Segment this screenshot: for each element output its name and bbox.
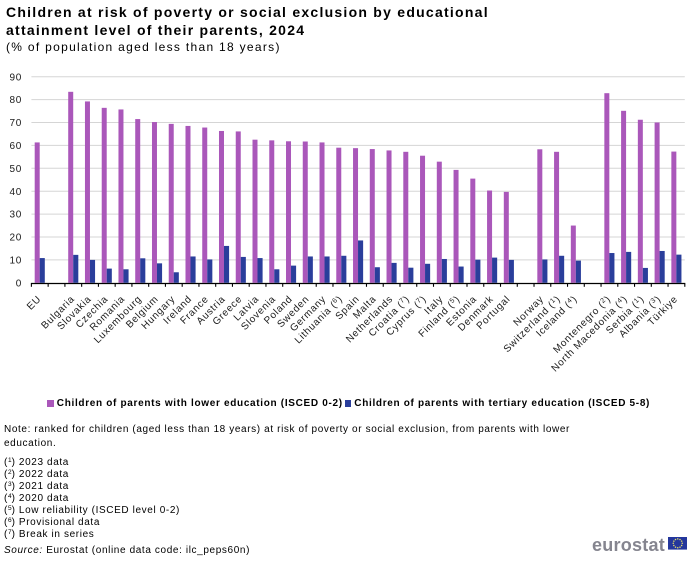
svg-text:40: 40 [9,187,22,198]
svg-text:90: 90 [9,72,22,83]
svg-text:30: 30 [9,210,22,221]
svg-text:60: 60 [9,141,22,152]
svg-text:20: 20 [9,233,22,244]
svg-text:EU: EU [25,294,44,313]
svg-text:70: 70 [9,118,22,129]
svg-text:80: 80 [9,95,22,106]
svg-text:0: 0 [16,278,22,289]
svg-text:50: 50 [9,164,22,175]
svg-text:10: 10 [9,256,22,267]
